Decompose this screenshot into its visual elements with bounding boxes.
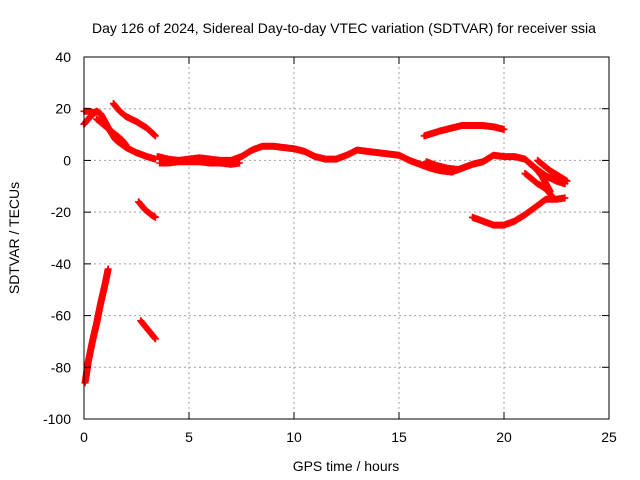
x-tick-label: 25 — [601, 429, 617, 445]
data-markers — [137, 317, 159, 343]
data-track — [135, 198, 159, 221]
data-markers — [525, 159, 554, 195]
data-track — [420, 122, 508, 140]
data-markers — [81, 265, 112, 387]
grid — [84, 57, 609, 419]
data-track — [156, 158, 243, 168]
data-track — [137, 317, 159, 343]
y-tick-label: 20 — [55, 101, 71, 117]
data-markers — [93, 115, 130, 149]
y-tick-label: 0 — [63, 152, 71, 168]
data-track — [93, 115, 130, 149]
plot-frame — [83, 56, 610, 420]
x-axis-label: GPS time / hours — [293, 458, 400, 474]
data-track — [534, 156, 571, 185]
y-tick-label: -20 — [51, 204, 71, 220]
data-track — [525, 159, 554, 195]
data-markers — [469, 194, 569, 229]
data-markers — [156, 158, 243, 168]
data-track — [469, 194, 569, 229]
data-track — [154, 142, 569, 188]
x-tick-label: 10 — [286, 429, 302, 445]
data-layer — [80, 100, 571, 387]
y-tick-label: 40 — [55, 49, 71, 65]
y-tick-label: -60 — [51, 308, 71, 324]
y-tick-label: -40 — [51, 256, 71, 272]
x-tick-label: 5 — [185, 429, 193, 445]
y-tick-label: -100 — [43, 411, 71, 427]
data-track — [422, 158, 462, 173]
data-markers — [422, 158, 462, 173]
chart-title: Day 126 of 2024, Sidereal Day-to-day VTE… — [92, 20, 596, 36]
x-tick-label: 0 — [80, 429, 88, 445]
data-markers — [109, 100, 159, 140]
y-axis-label: SDTVAR / TECUs — [6, 182, 22, 294]
data-track — [109, 100, 159, 140]
data-markers — [154, 142, 569, 188]
y-tick-label: -80 — [51, 359, 71, 375]
data-markers — [534, 156, 571, 185]
data-markers — [135, 198, 159, 221]
data-markers — [420, 122, 508, 140]
axis-ticks: 0 5 10 15 20 25 -100 -80 -60 -40 -20 0 20 40 — [43, 49, 617, 445]
x-tick-label: 20 — [496, 429, 512, 445]
data-track — [81, 265, 112, 387]
x-tick-label: 15 — [391, 429, 407, 445]
